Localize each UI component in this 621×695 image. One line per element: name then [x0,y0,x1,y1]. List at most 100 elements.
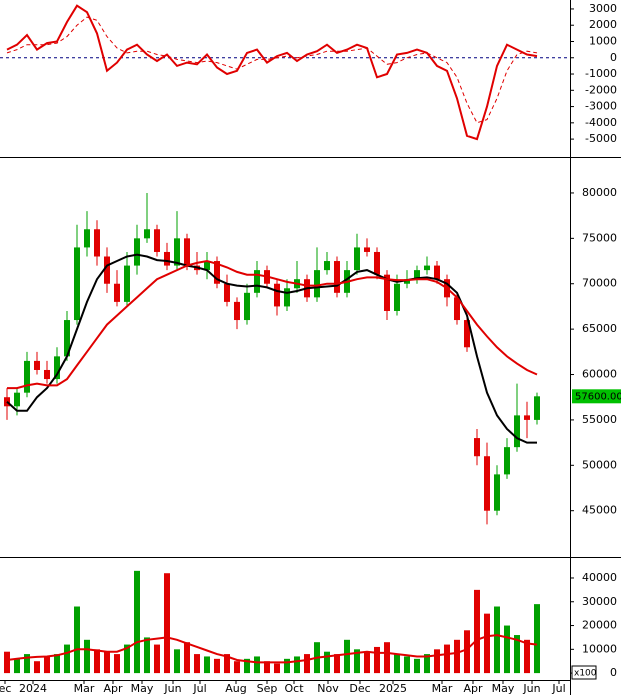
candle-body [94,229,100,257]
volume-bar [404,656,410,674]
volume-bar [344,639,350,674]
unit-box [571,665,597,680]
y-tick-label: 50000 [582,458,617,471]
volume-bar [324,651,330,674]
y-tick-label: 60000 [582,368,617,381]
candle-body [454,297,460,321]
y-tick-label: 40000 [582,571,617,584]
volume-bar [514,635,520,674]
candle-body [14,392,20,407]
candle-body [54,356,60,380]
candle-body [524,415,530,420]
volume-bar [434,649,440,674]
volume-bar [114,654,120,674]
ma-line [6,253,537,444]
volume-bar [214,658,220,674]
x-tick-label: Jul [192,682,206,695]
volume-bar [384,642,390,674]
y-tick-label: 3000 [589,2,617,15]
x-tick-label: Aug [225,682,246,695]
candle-body [284,288,290,307]
volume-bar [34,661,40,674]
volume-bar [184,642,190,674]
volume-bar [154,644,160,674]
x-tick-label: ec [0,682,11,695]
volume-bar [534,604,540,674]
ma-line [6,16,538,124]
volume-bar [294,656,300,674]
candle-body [134,238,140,266]
y-tick-label: 65000 [582,322,617,335]
y-tick-label: 10000 [582,642,617,655]
candle-body [364,247,370,252]
volume-bar [254,656,260,674]
volume-bar [44,656,50,674]
x-tick-label: Jun [163,682,181,695]
candle-body [404,279,410,284]
x-tick-label: Mar [432,682,453,695]
candle-body [434,265,440,280]
y-tick-label: -4000 [585,116,617,129]
y-tick-label: 20000 [582,619,617,632]
candle-body [354,247,360,271]
volume-bar [464,630,470,674]
candle-body [484,456,490,511]
volume-bar [4,651,10,674]
candle-body [24,360,30,393]
x-tick-label: Apr [103,682,123,695]
y-tick-label: 70000 [582,277,617,290]
x-tick-label: May [492,682,515,695]
x-tick-label: May [131,682,154,695]
volume-bar [104,651,110,674]
x-tick-label: 2025 [379,682,407,695]
candle-body [384,274,390,311]
y-tick-label: 2000 [589,18,617,31]
volume-bar [64,644,70,674]
candle-body [414,270,420,280]
candle-body [104,256,110,284]
volume-bar [134,570,140,674]
volume-bar [164,573,170,674]
y-tick-label: 55000 [582,413,617,426]
candle-body [164,251,170,266]
candle-body [34,360,40,370]
candle-body [504,447,510,475]
volume-bar [354,649,360,674]
volume-bar [374,646,380,674]
volume-bar [124,644,130,674]
candle-body [174,238,180,266]
x-tick-label: Apr [463,682,483,695]
volume-bar [494,606,500,674]
y-tick-label: 1000 [589,34,617,47]
candle-body [214,261,220,284]
x-tick-label: Oct [284,682,304,695]
candle-body [274,283,280,307]
y-tick-label: 75000 [582,231,617,244]
volume-bar [204,656,210,674]
volume-bar [334,654,340,674]
candle-body [44,369,50,380]
candle-body [144,229,150,239]
y-tick-label: -2000 [585,83,617,96]
candle-body [154,229,160,252]
candle-body [224,283,230,302]
x-tick-label: 2024 [19,682,47,695]
volume-bar [284,658,290,674]
candle-body [84,229,90,248]
candle-body [254,270,260,293]
candle-body [334,261,340,293]
y-tick-label: 0 [610,666,617,679]
volume-bar [24,654,30,674]
volume-bar [474,589,480,674]
candle-body [464,320,470,348]
candle-body [64,320,70,357]
y-tick-label: 0 [610,51,617,64]
volume-bar [524,639,530,674]
last-price-label: 57600.00 [575,391,621,402]
volume-bar [444,644,450,674]
volume-bar [224,654,230,674]
ma-line [6,4,538,141]
candle-body [424,265,430,271]
volume-bar [304,654,310,674]
volume-bar [74,606,80,674]
